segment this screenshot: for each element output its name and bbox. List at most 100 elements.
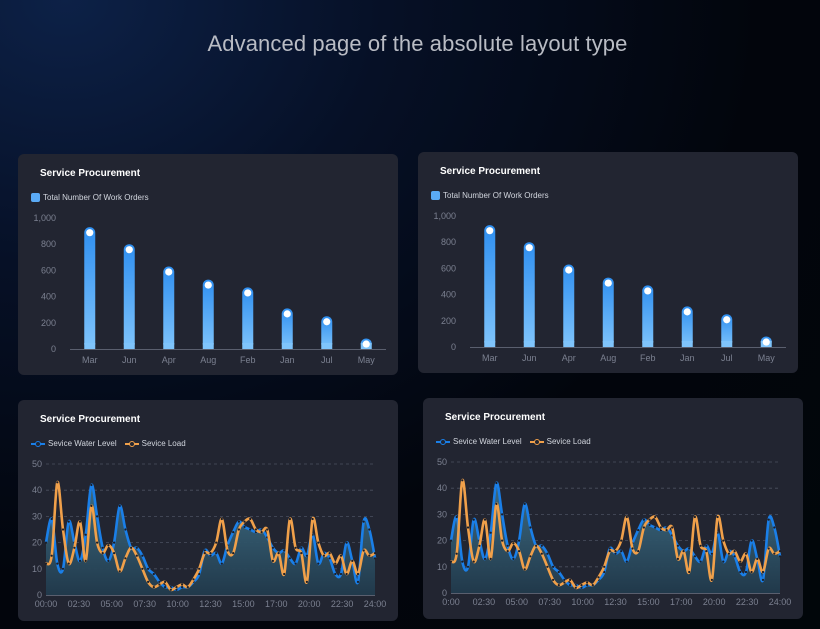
- series-point-sevice-water-level: [676, 544, 679, 547]
- chart-legend: Sevice Water Level Sevice Load: [31, 439, 194, 448]
- x-tick-label: Apr: [562, 353, 576, 363]
- series-point-sevice-water-level: [96, 515, 99, 518]
- x-tick-label: May: [758, 353, 776, 363]
- series-point-sevice-load: [614, 550, 617, 553]
- bar-base-jun: [123, 343, 135, 349]
- y-tick-label: 1,000: [33, 213, 56, 223]
- series-point-sevice-water-level: [586, 584, 589, 587]
- x-tick-label: Jul: [321, 355, 333, 365]
- legend-item-water-level[interactable]: Sevice Water Level: [436, 437, 522, 446]
- bar-marker-feb: [244, 289, 252, 297]
- series-point-sevice-load: [356, 572, 360, 576]
- series-point-sevice-load: [676, 557, 679, 560]
- series-point-sevice-load: [209, 552, 212, 555]
- y-tick-label: 20: [32, 538, 42, 548]
- x-tick-label: 10:00: [571, 597, 594, 607]
- series-point-sevice-load: [44, 562, 48, 565]
- series-point-sevice-load: [727, 552, 730, 555]
- series-point-sevice-water-level: [461, 560, 464, 563]
- x-tick-label: 20:00: [703, 597, 726, 607]
- series-point-sevice-load: [220, 517, 223, 521]
- series-point-sevice-load: [73, 546, 76, 549]
- legend-line-swatch: [31, 440, 45, 448]
- series-point-sevice-water-level: [147, 567, 150, 570]
- y-tick-label: 200: [41, 318, 56, 328]
- series-point-sevice-water-level: [699, 560, 702, 563]
- series-point-sevice-load: [529, 555, 532, 558]
- series-point-sevice-load: [648, 518, 651, 521]
- bar-chart: 0 200 400 600 800 1,000 Mar Jun Apr Aug Feb Jan Jul M…: [433, 211, 786, 363]
- series-point-sevice-load: [186, 586, 189, 589]
- series-point-sevice-water-level: [642, 518, 645, 521]
- bar-marker-mar: [86, 229, 94, 237]
- legend-item-load[interactable]: Sevice Load: [124, 439, 186, 448]
- bar-aug: [602, 277, 614, 347]
- series-point-sevice-load: [78, 520, 82, 523]
- x-tick-label: 00:00: [35, 599, 58, 609]
- series-point-sevice-water-level: [220, 562, 223, 565]
- series-point-sevice-load: [317, 541, 320, 544]
- legend-swatch: [31, 193, 40, 202]
- series-point-sevice-water-level: [637, 529, 640, 532]
- series-point-sevice-water-level: [203, 549, 206, 552]
- series-point-sevice-water-level: [368, 528, 371, 531]
- series-point-sevice-load: [288, 517, 291, 521]
- legend-item-work-orders[interactable]: Total Number Of Work Orders: [431, 191, 549, 200]
- series-point-sevice-water-level: [373, 557, 377, 560]
- x-tick-label: Jan: [680, 353, 695, 363]
- y-tick-label: 600: [441, 263, 456, 273]
- series-point-sevice-water-level: [455, 515, 458, 519]
- legend-item-water-level[interactable]: Sevice Water Level: [31, 439, 117, 448]
- series-point-sevice-load: [495, 502, 498, 505]
- series-point-sevice-load: [535, 544, 538, 547]
- series-point-sevice-load: [710, 578, 713, 581]
- y-tick-label: 10: [32, 564, 42, 574]
- series-point-sevice-load: [489, 557, 492, 560]
- bar-base-feb: [242, 343, 254, 349]
- series-point-sevice-water-level: [563, 578, 566, 581]
- series-point-sevice-water-level: [271, 546, 274, 549]
- series-point-sevice-water-level: [198, 572, 201, 576]
- series-point-sevice-load: [631, 547, 634, 550]
- y-tick-label: 0: [37, 590, 42, 600]
- y-tick-label: 800: [41, 239, 56, 249]
- series-point-sevice-load: [665, 529, 668, 532]
- x-tick-label: 02:30: [473, 597, 496, 607]
- bar-chart: 0 200 400 600 800 1,000 Mar Jun Apr Aug Feb Jan Jul M…: [33, 213, 386, 365]
- y-tick-label: 600: [41, 265, 56, 275]
- legend-line-swatch: [529, 438, 544, 446]
- series-point-sevice-water-level: [61, 567, 65, 570]
- series-point-sevice-water-level: [345, 541, 348, 544]
- series-point-sevice-water-level: [288, 557, 291, 560]
- series-point-sevice-load: [637, 550, 640, 553]
- series-point-sevice-load: [506, 550, 509, 553]
- x-tick-label: Jul: [721, 353, 733, 363]
- series-point-sevice-load: [761, 570, 765, 574]
- series-point-sevice-water-level: [283, 549, 286, 552]
- series-point-sevice-water-level: [84, 533, 87, 536]
- bar-marker-may: [762, 338, 770, 346]
- legend-item-work-orders[interactable]: Total Number Of Work Orders: [31, 193, 149, 202]
- service-procurement-bar-panel-2: Service Procurement Total Number Of Work…: [418, 152, 798, 373]
- bar-base-aug: [202, 343, 214, 349]
- series-point-sevice-water-level: [608, 547, 611, 550]
- bar-marker-jan: [283, 310, 291, 318]
- series-point-sevice-water-level: [739, 570, 742, 574]
- legend-item-load[interactable]: Sevice Load: [529, 437, 591, 446]
- bar-mar: [484, 225, 496, 347]
- series-point-sevice-water-level: [552, 565, 555, 568]
- series-point-sevice-load: [164, 580, 167, 583]
- series-point-sevice-load: [620, 539, 623, 542]
- bar-base-jan: [281, 343, 293, 349]
- series-point-sevice-water-level: [767, 518, 770, 521]
- bar-marker-aug: [204, 281, 212, 289]
- series-point-sevice-water-level: [50, 517, 53, 521]
- series-point-sevice-water-level: [305, 554, 308, 557]
- series-point-sevice-load: [750, 570, 753, 574]
- x-tick-label: 0:00: [442, 597, 460, 607]
- x-tick-label: 07:30: [538, 597, 561, 607]
- y-tick-label: 30: [437, 509, 447, 519]
- series-point-sevice-water-level: [67, 520, 70, 523]
- legend-label: Sevice Water Level: [48, 439, 117, 448]
- bar-base-mar: [484, 341, 496, 347]
